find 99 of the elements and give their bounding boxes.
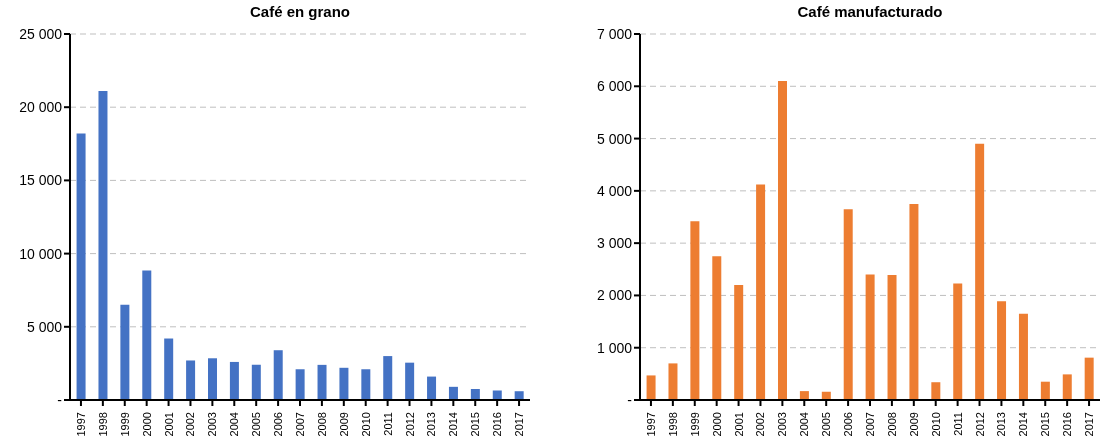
bar (712, 256, 722, 400)
x-tick-label: 2001 (162, 412, 175, 437)
bar (734, 284, 744, 400)
y-tick-label: - (57, 391, 63, 408)
bar (1062, 374, 1072, 400)
x-tick-label: 2014 (1017, 412, 1030, 437)
bar (997, 301, 1007, 400)
x-tick-label: 2000 (710, 412, 723, 437)
y-tick-label: 5 000 (596, 130, 633, 147)
bar (229, 361, 239, 400)
x-tick-label: 2016 (491, 412, 504, 437)
x-tick-label: 1998 (96, 412, 109, 437)
bar (186, 360, 196, 400)
x-tick-label: 2016 (1061, 412, 1074, 437)
bar (646, 375, 656, 400)
x-tick-label: 2014 (447, 412, 460, 437)
x-tick-label: 2013 (995, 412, 1008, 437)
bar (448, 386, 458, 400)
x-tick-label: 2002 (754, 412, 767, 437)
x-tick-label: 2005 (250, 412, 263, 437)
bar (164, 338, 174, 400)
bar (317, 364, 327, 400)
bar (295, 369, 305, 400)
bar (273, 350, 283, 400)
x-tick-label: 2010 (359, 412, 372, 437)
bar (887, 275, 897, 400)
bar (251, 364, 261, 400)
bar (208, 358, 217, 400)
bar (470, 389, 480, 400)
x-tick-label: 2010 (929, 412, 942, 437)
x-tick-label: 1997 (644, 412, 657, 437)
bar (778, 81, 787, 400)
bar (76, 133, 86, 400)
x-tick-label: 2007 (294, 412, 306, 437)
x-tick-label: 2003 (206, 412, 219, 437)
x-tick-label: 2012 (973, 412, 986, 437)
x-tick-label: 2008 (885, 412, 898, 437)
x-tick-label: 2013 (425, 412, 438, 437)
x-tick-label: 2012 (403, 412, 416, 437)
y-tick-label: 3 000 (596, 235, 633, 252)
y-tick-label: 1 000 (596, 339, 633, 356)
bar (865, 274, 875, 400)
y-tick-label: 7 000 (596, 25, 633, 42)
bar (668, 363, 678, 400)
x-tick-label: 2004 (228, 412, 241, 437)
y-tick-label: 25 000 (19, 25, 63, 42)
bar (931, 382, 941, 400)
bar (405, 362, 415, 400)
y-tick-label: 6 000 (596, 78, 633, 95)
x-tick-label: 2009 (337, 412, 350, 437)
bar (843, 209, 853, 400)
bar (98, 91, 108, 400)
x-tick-label: 2001 (732, 412, 745, 437)
x-tick-label: 2015 (1039, 412, 1052, 437)
bar (361, 369, 371, 400)
y-tick-label: 2 000 (596, 287, 633, 304)
bar (1084, 357, 1094, 400)
x-tick-label: 2017 (1083, 412, 1096, 437)
x-tick-label: 2005 (820, 412, 833, 437)
y-tick-label: 20 000 (19, 99, 63, 116)
bar (120, 304, 130, 400)
bar (339, 367, 349, 400)
bar (799, 391, 809, 400)
x-tick-label: 1997 (74, 412, 87, 437)
x-tick-label: 2008 (315, 412, 328, 437)
bar (1040, 381, 1050, 400)
chart-title: Café en grano (249, 2, 351, 22)
bar (1018, 313, 1028, 400)
bar (492, 390, 502, 400)
bar (514, 391, 524, 400)
y-tick-label: - (627, 391, 633, 408)
x-tick-label: 2007 (864, 412, 876, 437)
x-tick-label: 2015 (469, 412, 482, 437)
x-tick-label: 2002 (184, 412, 197, 437)
x-tick-label: 2011 (381, 412, 394, 436)
bar (909, 203, 919, 400)
y-tick-label: 15 000 (19, 172, 63, 189)
x-tick-label: 2006 (842, 412, 855, 437)
x-tick-label: 2011 (951, 412, 964, 436)
x-tick-label: 2006 (272, 412, 285, 437)
x-tick-label: 2003 (776, 412, 789, 437)
bar (142, 270, 152, 400)
bar (690, 221, 700, 400)
bar (953, 283, 963, 400)
x-tick-label: 2017 (513, 412, 526, 437)
x-tick-label: 1999 (118, 412, 131, 437)
x-tick-label: 1999 (688, 412, 701, 437)
bar (975, 143, 985, 400)
x-tick-label: 2009 (907, 412, 920, 437)
bar (756, 184, 766, 400)
x-tick-label: 1998 (666, 412, 679, 437)
y-tick-label: 5 000 (26, 318, 63, 335)
y-tick-label: 4 000 (596, 182, 633, 199)
bar (427, 376, 437, 400)
y-tick-label: 10 000 (19, 245, 63, 262)
chart-title: Café manufacturado (796, 2, 944, 22)
x-tick-label: 2004 (798, 412, 811, 437)
x-tick-label: 2000 (140, 412, 153, 437)
bar (383, 356, 393, 400)
